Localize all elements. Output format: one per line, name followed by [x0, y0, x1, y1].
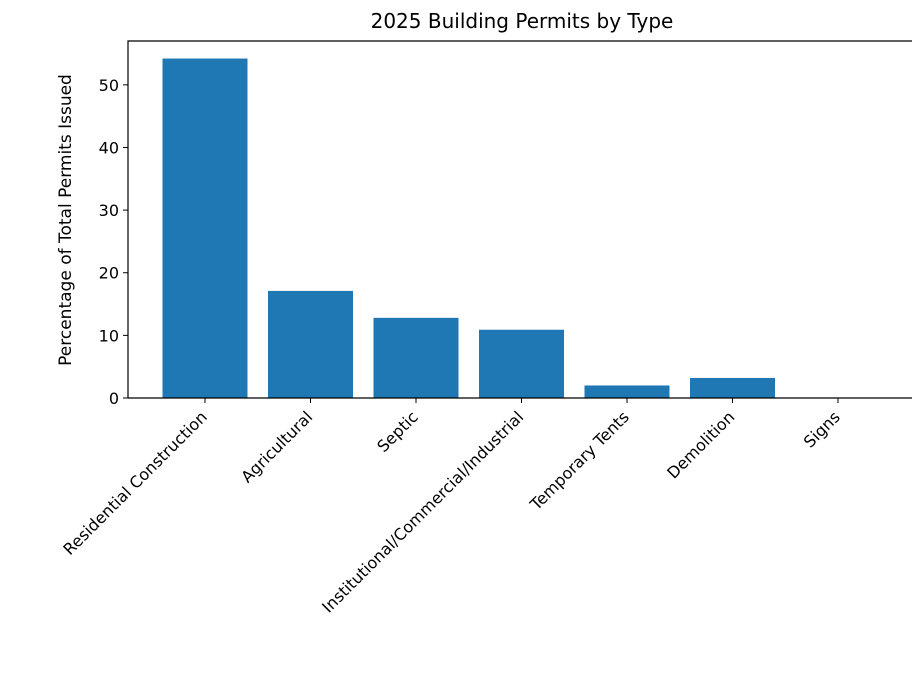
x-tick-label: Temporary Tents — [526, 407, 633, 514]
x-tick-label: Signs — [800, 407, 844, 451]
y-tick-label: 30 — [99, 201, 119, 220]
y-tick-label: 0 — [109, 389, 119, 408]
x-tick-label: Institutional/Commercial/Industrial — [318, 407, 527, 616]
bar-demolition — [690, 377, 775, 398]
bar-temporary-tents — [584, 385, 670, 398]
y-tick-label: 50 — [99, 76, 119, 95]
x-ticks-group: Residential Construction Agricultural Sept… — [59, 398, 844, 617]
y-axis-label: Percentage of Total Permits Issued — [56, 74, 76, 366]
x-tick-label: Residential Construction — [59, 407, 210, 558]
bars-group — [162, 58, 775, 399]
chart-title: 2025 Building Permits by Type — [371, 9, 674, 33]
bar-residential-construction — [162, 58, 248, 399]
y-tick-label: 10 — [99, 326, 119, 345]
y-tick-label: 40 — [99, 138, 119, 157]
y-tick-label: 20 — [99, 264, 119, 283]
x-tick-label: Agricultural — [237, 407, 316, 486]
plot-frame — [127, 40, 912, 399]
bar-agricultural — [268, 290, 353, 398]
y-ticks-group: 0 10 20 30 40 50 — [99, 76, 128, 408]
bar-septic — [373, 317, 459, 398]
x-tick-label: Septic — [373, 407, 422, 456]
x-tick-label: Demolition — [663, 407, 738, 482]
bar-institutional-commercial-industrial — [479, 329, 564, 398]
